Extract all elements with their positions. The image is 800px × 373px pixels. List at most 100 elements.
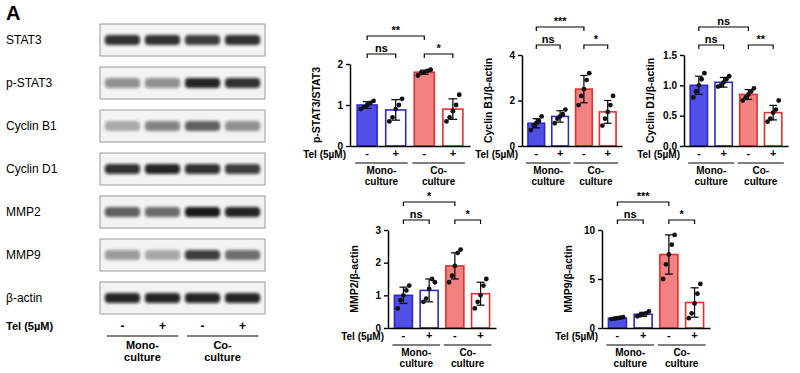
- significance-label: *: [436, 42, 441, 54]
- error-bar-cap: [477, 305, 485, 306]
- tick-label: 2: [375, 257, 381, 268]
- blot-band: [105, 35, 140, 45]
- blot-band: [185, 35, 220, 45]
- blot-band: [185, 207, 220, 217]
- error-bar-cap: [391, 120, 400, 121]
- x-axis-label: Tel (5µM): [637, 149, 680, 160]
- group-label: Co-culture: [422, 165, 456, 187]
- significance-label: ns: [410, 208, 423, 220]
- data-point: [400, 96, 405, 101]
- group-label: Mono-culture: [400, 347, 434, 369]
- y-tick: 1: [337, 100, 350, 111]
- significance-bracket: [455, 220, 481, 224]
- error-bar-cap: [665, 274, 673, 275]
- y-tick: 3: [375, 225, 388, 236]
- x-axis: -+-+: [351, 147, 471, 159]
- data-point: [371, 99, 376, 104]
- data-point: [450, 273, 455, 278]
- group-label: Co-culture: [665, 347, 699, 369]
- data-point: [475, 299, 480, 304]
- data-point: [452, 264, 457, 269]
- tick-label: 1.5: [663, 50, 677, 61]
- x-tick: -: [453, 329, 457, 341]
- significance-label: ns: [717, 15, 730, 27]
- error-bar-cap: [399, 303, 407, 304]
- group-line: [444, 344, 492, 345]
- tick-label: -: [747, 147, 751, 159]
- blot-band: [105, 121, 140, 131]
- blot-panel: [100, 239, 265, 271]
- data-point: [603, 116, 608, 121]
- bar: [414, 72, 434, 146]
- data-point: [398, 298, 403, 303]
- x-tick: +: [477, 329, 483, 341]
- x-tick: -: [422, 147, 426, 159]
- treatment-sign: +: [159, 319, 166, 333]
- significance-label: ***: [637, 190, 651, 202]
- group-label: Co-culture: [204, 339, 241, 363]
- tick-mark: [680, 55, 684, 56]
- data-point: [457, 92, 462, 97]
- error-bar-cap: [399, 287, 407, 288]
- tick-label: -: [582, 147, 586, 159]
- x-axis: -+-+: [389, 329, 497, 341]
- plot-area: [690, 71, 782, 146]
- x-tick: -: [616, 329, 620, 341]
- error-bar-cap: [695, 76, 703, 77]
- significance-bracket: [748, 45, 773, 49]
- significance-label: ns: [375, 42, 388, 54]
- error-bar-cap: [691, 287, 699, 288]
- data-point: [608, 103, 613, 108]
- blot-band: [105, 250, 140, 260]
- x-tick: -: [582, 147, 586, 159]
- data-point: [579, 94, 584, 99]
- blot-panel: [100, 282, 265, 314]
- significance-bracket: [424, 54, 453, 58]
- group-label: Co-culture: [451, 347, 485, 369]
- tick-label: -: [453, 329, 457, 341]
- data-point: [666, 252, 671, 257]
- x-tick: +: [691, 329, 697, 341]
- treatment-sign: -: [201, 319, 205, 333]
- x-axis-label: Tel (5µM): [303, 149, 346, 160]
- x-axis-label: Tel (5µM): [475, 149, 518, 160]
- significance-bracket: [403, 220, 429, 224]
- y-tick: 2: [337, 59, 350, 70]
- x-tick: +: [426, 329, 432, 341]
- error-bar-cap: [391, 99, 400, 100]
- group-line: [738, 162, 784, 163]
- error-bar: [665, 235, 673, 274]
- data-point: [776, 98, 781, 103]
- error-bar-cap: [695, 94, 703, 95]
- tick-label: 1.0: [663, 80, 677, 91]
- significance-label: *: [427, 190, 432, 202]
- data-point: [401, 293, 406, 298]
- data-point: [478, 293, 483, 298]
- x-tick: +: [392, 147, 398, 159]
- error-bar-cap: [769, 105, 777, 106]
- y-axis: 024: [509, 50, 522, 152]
- data-point: [661, 277, 666, 282]
- blot-band: [105, 78, 140, 88]
- blot-band: [225, 164, 260, 174]
- data-point: [454, 103, 459, 108]
- tick-label: +: [720, 147, 726, 159]
- blot-band: [145, 207, 180, 217]
- blot-band: [145, 35, 180, 45]
- tick-mark: [598, 279, 602, 280]
- y-tick: 5: [589, 274, 602, 285]
- data-point: [694, 89, 699, 94]
- y-tick: 0.5: [663, 110, 684, 121]
- x-tick: +: [450, 147, 456, 159]
- tick-mark: [680, 146, 684, 147]
- tick-mark: [384, 262, 388, 263]
- blot-band: [145, 293, 180, 303]
- group-line: [355, 162, 408, 163]
- significance-bracket: [536, 45, 560, 49]
- error-bar-cap: [580, 102, 587, 103]
- tick-mark: [346, 64, 350, 65]
- blot-band: [185, 121, 220, 131]
- data-point: [395, 306, 400, 311]
- data-point: [702, 71, 707, 76]
- significance-bracket: [536, 27, 584, 31]
